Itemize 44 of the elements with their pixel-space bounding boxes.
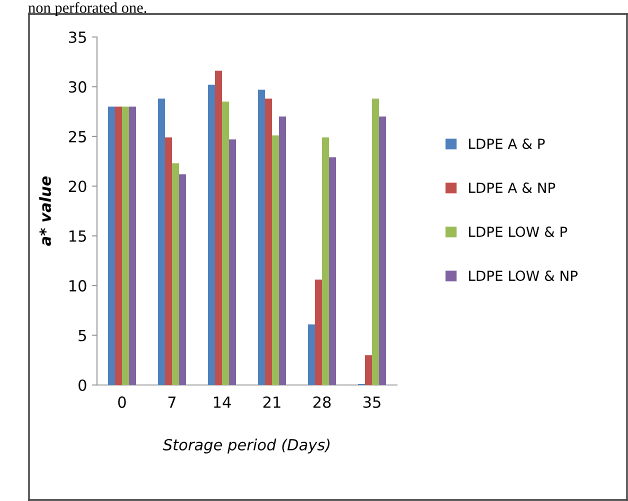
- text: non perforated one.: [28, 2, 146, 16]
- y-tick-label: 15: [70, 230, 86, 242]
- bar: [115, 106, 122, 385]
- bar: [215, 70, 222, 385]
- bar: [222, 102, 229, 385]
- bar: [172, 163, 179, 385]
- x-tick-label: 0: [118, 396, 126, 408]
- x-tick-label: 35: [363, 396, 380, 408]
- legend-label: LDPE LOW & NP: [469, 270, 578, 282]
- legend-label: LDPE A & P: [469, 138, 545, 150]
- bar: [308, 324, 315, 385]
- legend-label: LDPE LOW & P: [469, 226, 568, 238]
- bar: [158, 98, 165, 385]
- y-tick-label: 10: [70, 280, 86, 292]
- bar: [122, 106, 129, 385]
- bar: [379, 116, 386, 385]
- x-tick-label: 21: [263, 396, 280, 408]
- y-tick-label: 25: [68, 130, 86, 142]
- x-axis-title: Storage period (Days): [162, 438, 330, 454]
- bar: [315, 280, 322, 385]
- bar: [165, 137, 172, 385]
- y-tick-label: 35: [69, 31, 86, 44]
- bar: [329, 157, 336, 385]
- y-tick-label: 30: [69, 81, 86, 93]
- bar: [279, 116, 286, 385]
- bar: [372, 98, 379, 385]
- legend-label: LDPE A & NP: [469, 182, 556, 194]
- bar: [365, 355, 372, 385]
- bar: [129, 106, 136, 385]
- y-tick-label: 5: [78, 330, 86, 342]
- y-axis-title: a* value: [39, 176, 51, 246]
- bar: [272, 135, 279, 385]
- bar: [322, 137, 329, 385]
- bar: [108, 106, 115, 385]
- x-tick-label: 7: [168, 396, 176, 408]
- bar: [229, 139, 236, 385]
- x-tick-label: 14: [214, 396, 231, 408]
- x-tick-label: 28: [313, 396, 331, 408]
- bar: [179, 174, 186, 385]
- bar: [258, 90, 265, 385]
- bar: [208, 84, 215, 385]
- y-tick-label: 0: [78, 379, 86, 392]
- y-tick-label: 20: [68, 180, 86, 192]
- bar: [265, 98, 272, 385]
